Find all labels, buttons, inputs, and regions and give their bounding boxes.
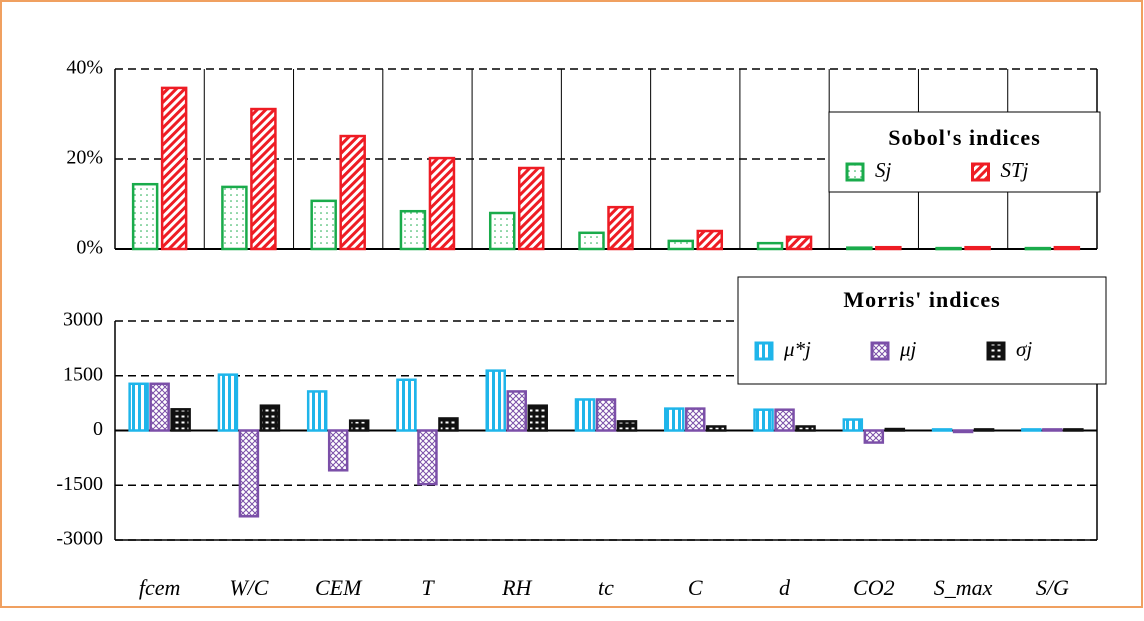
y-tick-label: -1500 — [56, 473, 103, 495]
bar — [217, 373, 239, 432]
bar — [685, 407, 706, 432]
bar — [616, 420, 638, 432]
legend-label: STj — [1001, 158, 1029, 182]
x-tick-label: W/C — [229, 575, 268, 600]
bar — [935, 246, 962, 251]
bar — [696, 229, 724, 251]
bar — [706, 425, 727, 432]
bar — [438, 417, 459, 432]
bar — [1053, 245, 1081, 251]
bar — [607, 205, 634, 251]
bar — [506, 390, 527, 432]
legend-box — [828, 111, 1101, 193]
bar — [574, 398, 596, 432]
bar — [667, 239, 695, 251]
bar — [1024, 246, 1052, 251]
x-tick-label: C — [688, 575, 703, 600]
bar — [310, 199, 337, 251]
x-tick-label: T — [421, 575, 435, 600]
bar — [396, 378, 417, 432]
bar — [259, 404, 281, 432]
bar — [348, 419, 370, 432]
legend-swatch — [870, 341, 890, 361]
bar — [1021, 428, 1042, 432]
bar — [842, 418, 864, 432]
legend-title: Morris' indices — [843, 287, 1000, 312]
bar — [952, 429, 974, 434]
bar — [875, 245, 902, 251]
legend-label: μj — [899, 337, 917, 361]
y-tick-label: -3000 — [56, 528, 103, 550]
x-tick-label: S_max — [934, 575, 993, 600]
bar — [846, 246, 873, 251]
bar — [964, 245, 991, 251]
x-tick-label: CEM — [315, 575, 363, 600]
bar — [931, 428, 953, 432]
bar — [339, 134, 366, 251]
legend-label: σj — [1016, 337, 1032, 361]
bar — [238, 429, 260, 518]
bar — [774, 408, 795, 432]
legend-title: Sobol's indices — [888, 125, 1041, 150]
bar — [485, 369, 506, 432]
legend-swatch — [754, 341, 774, 361]
legend-swatch — [971, 162, 990, 182]
bar — [795, 425, 816, 432]
legend-label: Sj — [875, 158, 892, 182]
bar — [327, 429, 349, 472]
bar — [753, 408, 774, 432]
bar — [170, 408, 191, 432]
bar — [399, 209, 427, 251]
x-tick-label: d — [779, 575, 791, 600]
x-tick-label: fcem — [139, 575, 181, 600]
bar — [306, 390, 328, 432]
x-tick-label: tc — [598, 575, 614, 600]
y-tick-label: 0 — [93, 418, 103, 440]
bar — [517, 166, 545, 251]
legend-label: μ*j — [783, 337, 811, 361]
bar — [428, 156, 456, 251]
bar — [160, 86, 188, 251]
bar — [1042, 428, 1063, 432]
legend-swatch — [986, 341, 1006, 361]
bar — [250, 107, 277, 251]
x-tick-label: RH — [501, 575, 532, 600]
bar — [131, 182, 159, 251]
bar — [973, 428, 995, 432]
y-tick-label: 20% — [66, 147, 103, 169]
x-tick-label: S/G — [1036, 575, 1069, 600]
y-tick-label: 1500 — [63, 363, 103, 385]
bar — [527, 404, 548, 432]
bar — [664, 407, 685, 432]
bar — [417, 429, 438, 486]
x-tick-label: CO2 — [853, 575, 895, 600]
y-tick-label: 0% — [76, 237, 103, 259]
legend-box — [737, 276, 1107, 385]
bar — [785, 235, 813, 251]
legend-swatch — [845, 162, 865, 182]
bar — [221, 185, 248, 251]
y-tick-label: 40% — [66, 57, 103, 79]
bar — [884, 427, 906, 432]
bar — [488, 211, 516, 251]
y-tick-label: 3000 — [63, 309, 103, 331]
bar — [149, 382, 170, 432]
frame — [0, 0, 1143, 608]
bar — [756, 241, 784, 251]
bar — [1063, 428, 1084, 432]
bar — [578, 231, 605, 251]
bar — [128, 382, 149, 432]
bar — [863, 429, 885, 444]
bar — [595, 398, 617, 432]
